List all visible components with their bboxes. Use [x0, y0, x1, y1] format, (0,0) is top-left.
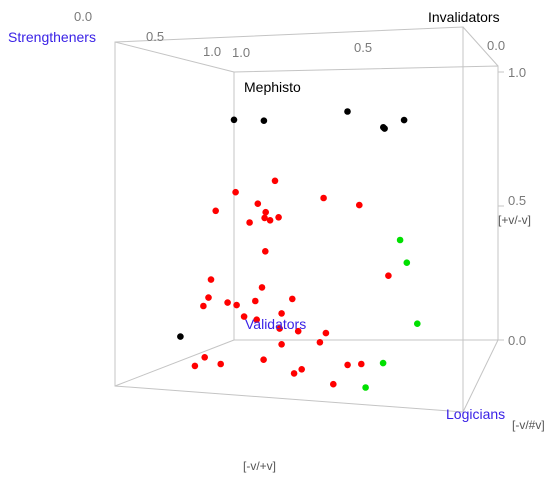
data-point	[316, 339, 324, 346]
data-point	[207, 276, 215, 283]
tick-right-1: 0.5	[508, 193, 526, 208]
data-point	[232, 188, 239, 196]
data-point	[414, 320, 421, 328]
corner-label-mephisto: Mephisto	[244, 79, 301, 95]
tick-top-back-1: 0.5	[354, 40, 372, 55]
data-point	[205, 294, 212, 301]
data-point	[298, 366, 306, 373]
corner-label-validators: Validators	[245, 316, 306, 332]
data-point	[289, 295, 296, 303]
data-point	[266, 217, 274, 224]
x-axis-label: [-v/+v]	[243, 459, 276, 473]
tick-top-front-1: 0.5	[146, 29, 164, 44]
cube-edge-bottom-right	[462, 339, 499, 413]
data-point	[177, 333, 184, 340]
data-point	[358, 360, 365, 368]
data-point	[278, 310, 285, 317]
corner-axis-label: [-v/#v]	[512, 418, 545, 432]
data-point	[403, 259, 411, 267]
tick-marks	[498, 71, 504, 341]
data-point	[262, 208, 270, 216]
data-point	[385, 272, 392, 280]
data-point	[320, 194, 327, 202]
data-point	[260, 356, 267, 364]
data-point	[254, 200, 262, 207]
data-point	[217, 360, 224, 368]
data-point	[262, 248, 269, 255]
data-point	[344, 108, 351, 115]
data-point	[260, 117, 268, 124]
corner-label-strengtheners: Strengtheners	[8, 29, 96, 45]
data-point	[278, 341, 285, 348]
data-point	[201, 354, 208, 361]
data-point	[380, 124, 387, 131]
data-point	[362, 384, 369, 391]
data-point	[200, 302, 207, 310]
data-point	[212, 207, 219, 215]
data-point	[230, 116, 238, 124]
data-point	[253, 316, 260, 324]
data-point	[396, 236, 404, 244]
tick-right-2: 0.0	[508, 333, 526, 348]
cube-box	[114, 26, 499, 413]
tick-right-0: 1.0	[508, 65, 526, 80]
cube-edge-bottom-left	[114, 339, 235, 387]
tick-top-back-0: 1.0	[232, 45, 250, 60]
data-point	[400, 116, 408, 124]
corner-label-logicians: Logicians	[446, 406, 505, 422]
data-point	[322, 329, 330, 337]
right-axis-label: [+v/-v]	[498, 213, 531, 227]
corner-label-invalidators: Invalidators	[428, 9, 500, 25]
data-point	[246, 219, 253, 226]
data-point	[344, 361, 351, 369]
data-point	[294, 327, 302, 335]
data-point	[290, 370, 298, 377]
data-point	[224, 299, 231, 306]
data-point	[261, 214, 268, 222]
data-point	[379, 359, 387, 367]
cube-back-face	[233, 65, 499, 341]
data-point	[191, 362, 199, 370]
data-point	[233, 301, 240, 309]
tick-top-back-2: 0.0	[487, 38, 505, 53]
tick-top-front-2: 1.0	[203, 44, 221, 59]
data-point	[275, 214, 282, 221]
tick-labels: 0.0 0.5 1.0 1.0 0.5 0.0 1.0 0.5 0.0	[74, 9, 526, 348]
axis-labels: [+v/-v] [-v/#v] [-v/+v]	[243, 213, 545, 473]
corner-labels: Strengtheners Invalidators Mephisto Vali…	[8, 9, 505, 422]
data-point	[240, 313, 248, 320]
data-point	[271, 177, 279, 185]
data-point	[276, 325, 283, 332]
cube-edge-top-right	[462, 26, 499, 67]
data-point	[258, 284, 266, 291]
data-point	[356, 201, 363, 209]
data-point	[330, 380, 337, 388]
cube-edge-top-left	[114, 41, 235, 73]
data-point	[252, 297, 259, 305]
points-layer	[177, 108, 421, 391]
tick-top-front-0: 0.0	[74, 9, 92, 24]
